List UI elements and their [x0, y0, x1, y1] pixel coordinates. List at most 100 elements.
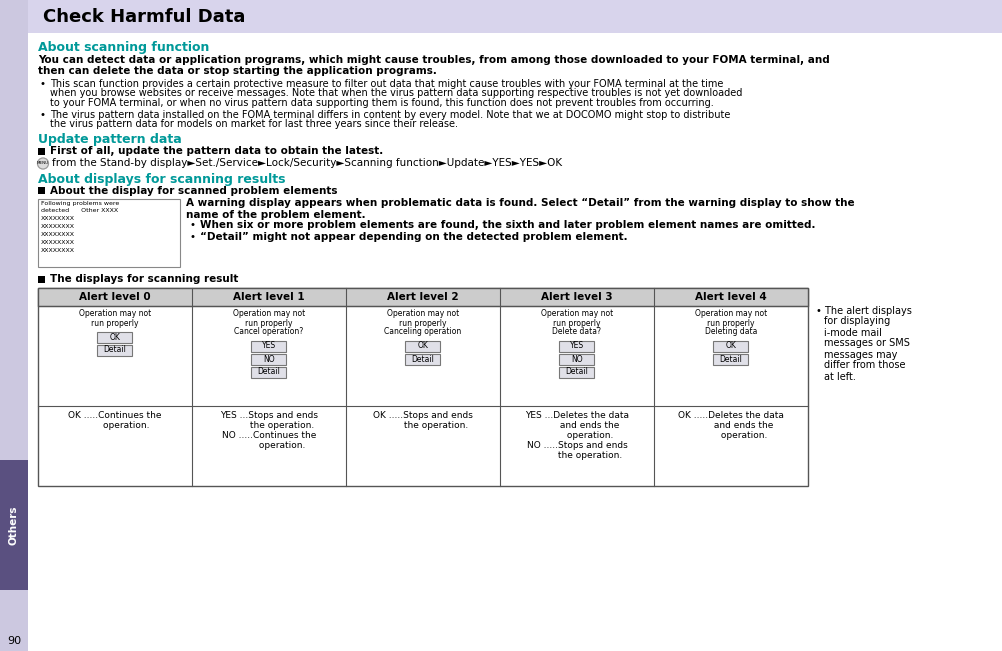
Text: from the Stand-by display►Set./Service►Lock/Security►Scanning function►Update►YE: from the Stand-by display►Set./Service►L… — [52, 158, 561, 169]
Bar — [38, 186, 45, 193]
Text: NO: NO — [263, 355, 275, 363]
Text: •: • — [189, 221, 195, 230]
Bar — [38, 148, 45, 154]
Text: the operation.: the operation. — [223, 421, 314, 430]
Text: When six or more problem elements are found, the sixth and later problem element: When six or more problem elements are fo… — [199, 221, 815, 230]
Bar — [252, 340, 287, 352]
Text: OK: OK — [417, 342, 428, 350]
Text: Canceling operation: Canceling operation — [384, 327, 461, 337]
Text: YES ...Deletes the data: YES ...Deletes the data — [524, 411, 628, 419]
Text: The displays for scanning result: The displays for scanning result — [50, 275, 238, 284]
Text: name of the problem element.: name of the problem element. — [185, 210, 366, 219]
Text: • The alert displays: • The alert displays — [816, 305, 911, 316]
Text: run properly: run properly — [245, 318, 293, 327]
Text: the operation.: the operation. — [531, 450, 621, 460]
Text: First of all, update the pattern data to obtain the latest.: First of all, update the pattern data to… — [50, 146, 383, 156]
Text: Detail: Detail — [411, 355, 434, 363]
Text: OK .....Continues the: OK .....Continues the — [68, 411, 161, 419]
Text: Detail: Detail — [718, 355, 741, 363]
Text: OK: OK — [109, 333, 120, 342]
Text: Following problems were: Following problems were — [41, 202, 119, 206]
Text: XXXXXXXX: XXXXXXXX — [41, 240, 75, 245]
Text: This scan function provides a certain protective measure to filter out data that: This scan function provides a certain pr… — [50, 79, 722, 89]
Bar — [559, 340, 594, 352]
Text: XXXXXXXX: XXXXXXXX — [41, 215, 75, 221]
Text: •: • — [40, 79, 46, 89]
Text: and ends the: and ends the — [534, 421, 619, 430]
Text: Update pattern data: Update pattern data — [38, 133, 181, 146]
Text: operation.: operation. — [694, 430, 767, 439]
Text: and ends the: and ends the — [687, 421, 773, 430]
Bar — [0, 0, 28, 651]
Text: Others: Others — [9, 505, 19, 545]
Circle shape — [37, 158, 48, 169]
Bar — [38, 288, 808, 305]
Text: A warning display appears when problematic data is found. Select “Detail” from t: A warning display appears when problemat… — [185, 199, 854, 208]
Bar — [252, 367, 287, 378]
Text: About the display for scanned problem elements: About the display for scanned problem el… — [50, 186, 337, 195]
Bar — [0, 460, 28, 590]
Text: The virus pattern data installed on the FOMA terminal differs in content by ever: The virus pattern data installed on the … — [50, 109, 729, 120]
Text: Alert level 3: Alert level 3 — [541, 292, 612, 301]
Text: Delete data?: Delete data? — [552, 327, 601, 337]
Text: YES: YES — [262, 342, 276, 350]
Text: “Detail” might not appear depending on the detected problem element.: “Detail” might not appear depending on t… — [199, 232, 627, 242]
Text: Operation may not: Operation may not — [232, 309, 305, 318]
Text: run properly: run properly — [399, 318, 446, 327]
Text: run properly: run properly — [91, 318, 138, 327]
Text: operation.: operation. — [540, 430, 612, 439]
Bar — [38, 288, 808, 486]
Bar — [559, 353, 594, 365]
Text: at left.: at left. — [824, 372, 855, 381]
Text: YES ...Stops and ends: YES ...Stops and ends — [219, 411, 318, 419]
Text: operation.: operation. — [232, 441, 305, 449]
Text: Deleting data: Deleting data — [704, 327, 757, 337]
Bar — [38, 199, 179, 266]
Bar — [252, 353, 287, 365]
Bar — [712, 340, 747, 352]
Text: Cancel operation?: Cancel operation? — [234, 327, 304, 337]
Text: the operation.: the operation. — [378, 421, 468, 430]
Text: differ from those: differ from those — [824, 361, 905, 370]
Text: run properly: run properly — [553, 318, 600, 327]
Text: YES: YES — [569, 342, 583, 350]
Bar — [28, 0, 1002, 33]
Text: OK .....Deletes the data: OK .....Deletes the data — [677, 411, 784, 419]
Text: XXXXXXXX: XXXXXXXX — [41, 223, 75, 229]
Text: About scanning function: About scanning function — [38, 41, 209, 54]
Text: run properly: run properly — [706, 318, 754, 327]
Text: then can delete the data or stop starting the application programs.: then can delete the data or stop startin… — [38, 66, 437, 76]
Text: operation.: operation. — [80, 421, 149, 430]
Text: Alert level 2: Alert level 2 — [387, 292, 458, 301]
Text: detected      Other XXXX: detected Other XXXX — [41, 208, 118, 214]
Text: •: • — [40, 109, 46, 120]
Text: messages may: messages may — [824, 350, 897, 359]
Bar — [38, 275, 45, 283]
Text: NO .....Continues the: NO .....Continues the — [221, 430, 316, 439]
Text: NO .....Stops and ends: NO .....Stops and ends — [526, 441, 626, 449]
Bar — [405, 353, 440, 365]
Text: when you browse websites or receive messages. Note that when the virus pattern d: when you browse websites or receive mess… — [50, 89, 741, 98]
Text: XXXXXXXX: XXXXXXXX — [41, 247, 75, 253]
Text: MENU: MENU — [37, 161, 49, 165]
Text: Detail: Detail — [258, 368, 281, 376]
Text: Alert level 0: Alert level 0 — [79, 292, 150, 301]
Text: Alert level 1: Alert level 1 — [232, 292, 305, 301]
Text: •: • — [189, 232, 195, 242]
Text: Detail: Detail — [103, 346, 126, 355]
Text: Check Harmful Data: Check Harmful Data — [43, 8, 245, 25]
Text: XXXXXXXX: XXXXXXXX — [41, 232, 75, 236]
Text: messages or SMS: messages or SMS — [824, 339, 909, 348]
Bar — [559, 367, 594, 378]
Text: Operation may not: Operation may not — [694, 309, 767, 318]
Text: NO: NO — [570, 355, 582, 363]
Bar — [97, 344, 132, 355]
Text: Operation may not: Operation may not — [79, 309, 151, 318]
Text: the virus pattern data for models on market for last three years since their rel: the virus pattern data for models on mar… — [50, 119, 458, 129]
Bar — [405, 340, 440, 352]
Text: You can detect data or application programs, which might cause troubles, from am: You can detect data or application progr… — [38, 55, 829, 65]
Text: for displaying: for displaying — [824, 316, 890, 327]
Text: Alert level 4: Alert level 4 — [694, 292, 767, 301]
Text: About displays for scanning results: About displays for scanning results — [38, 173, 286, 186]
Text: Detail: Detail — [565, 368, 588, 376]
